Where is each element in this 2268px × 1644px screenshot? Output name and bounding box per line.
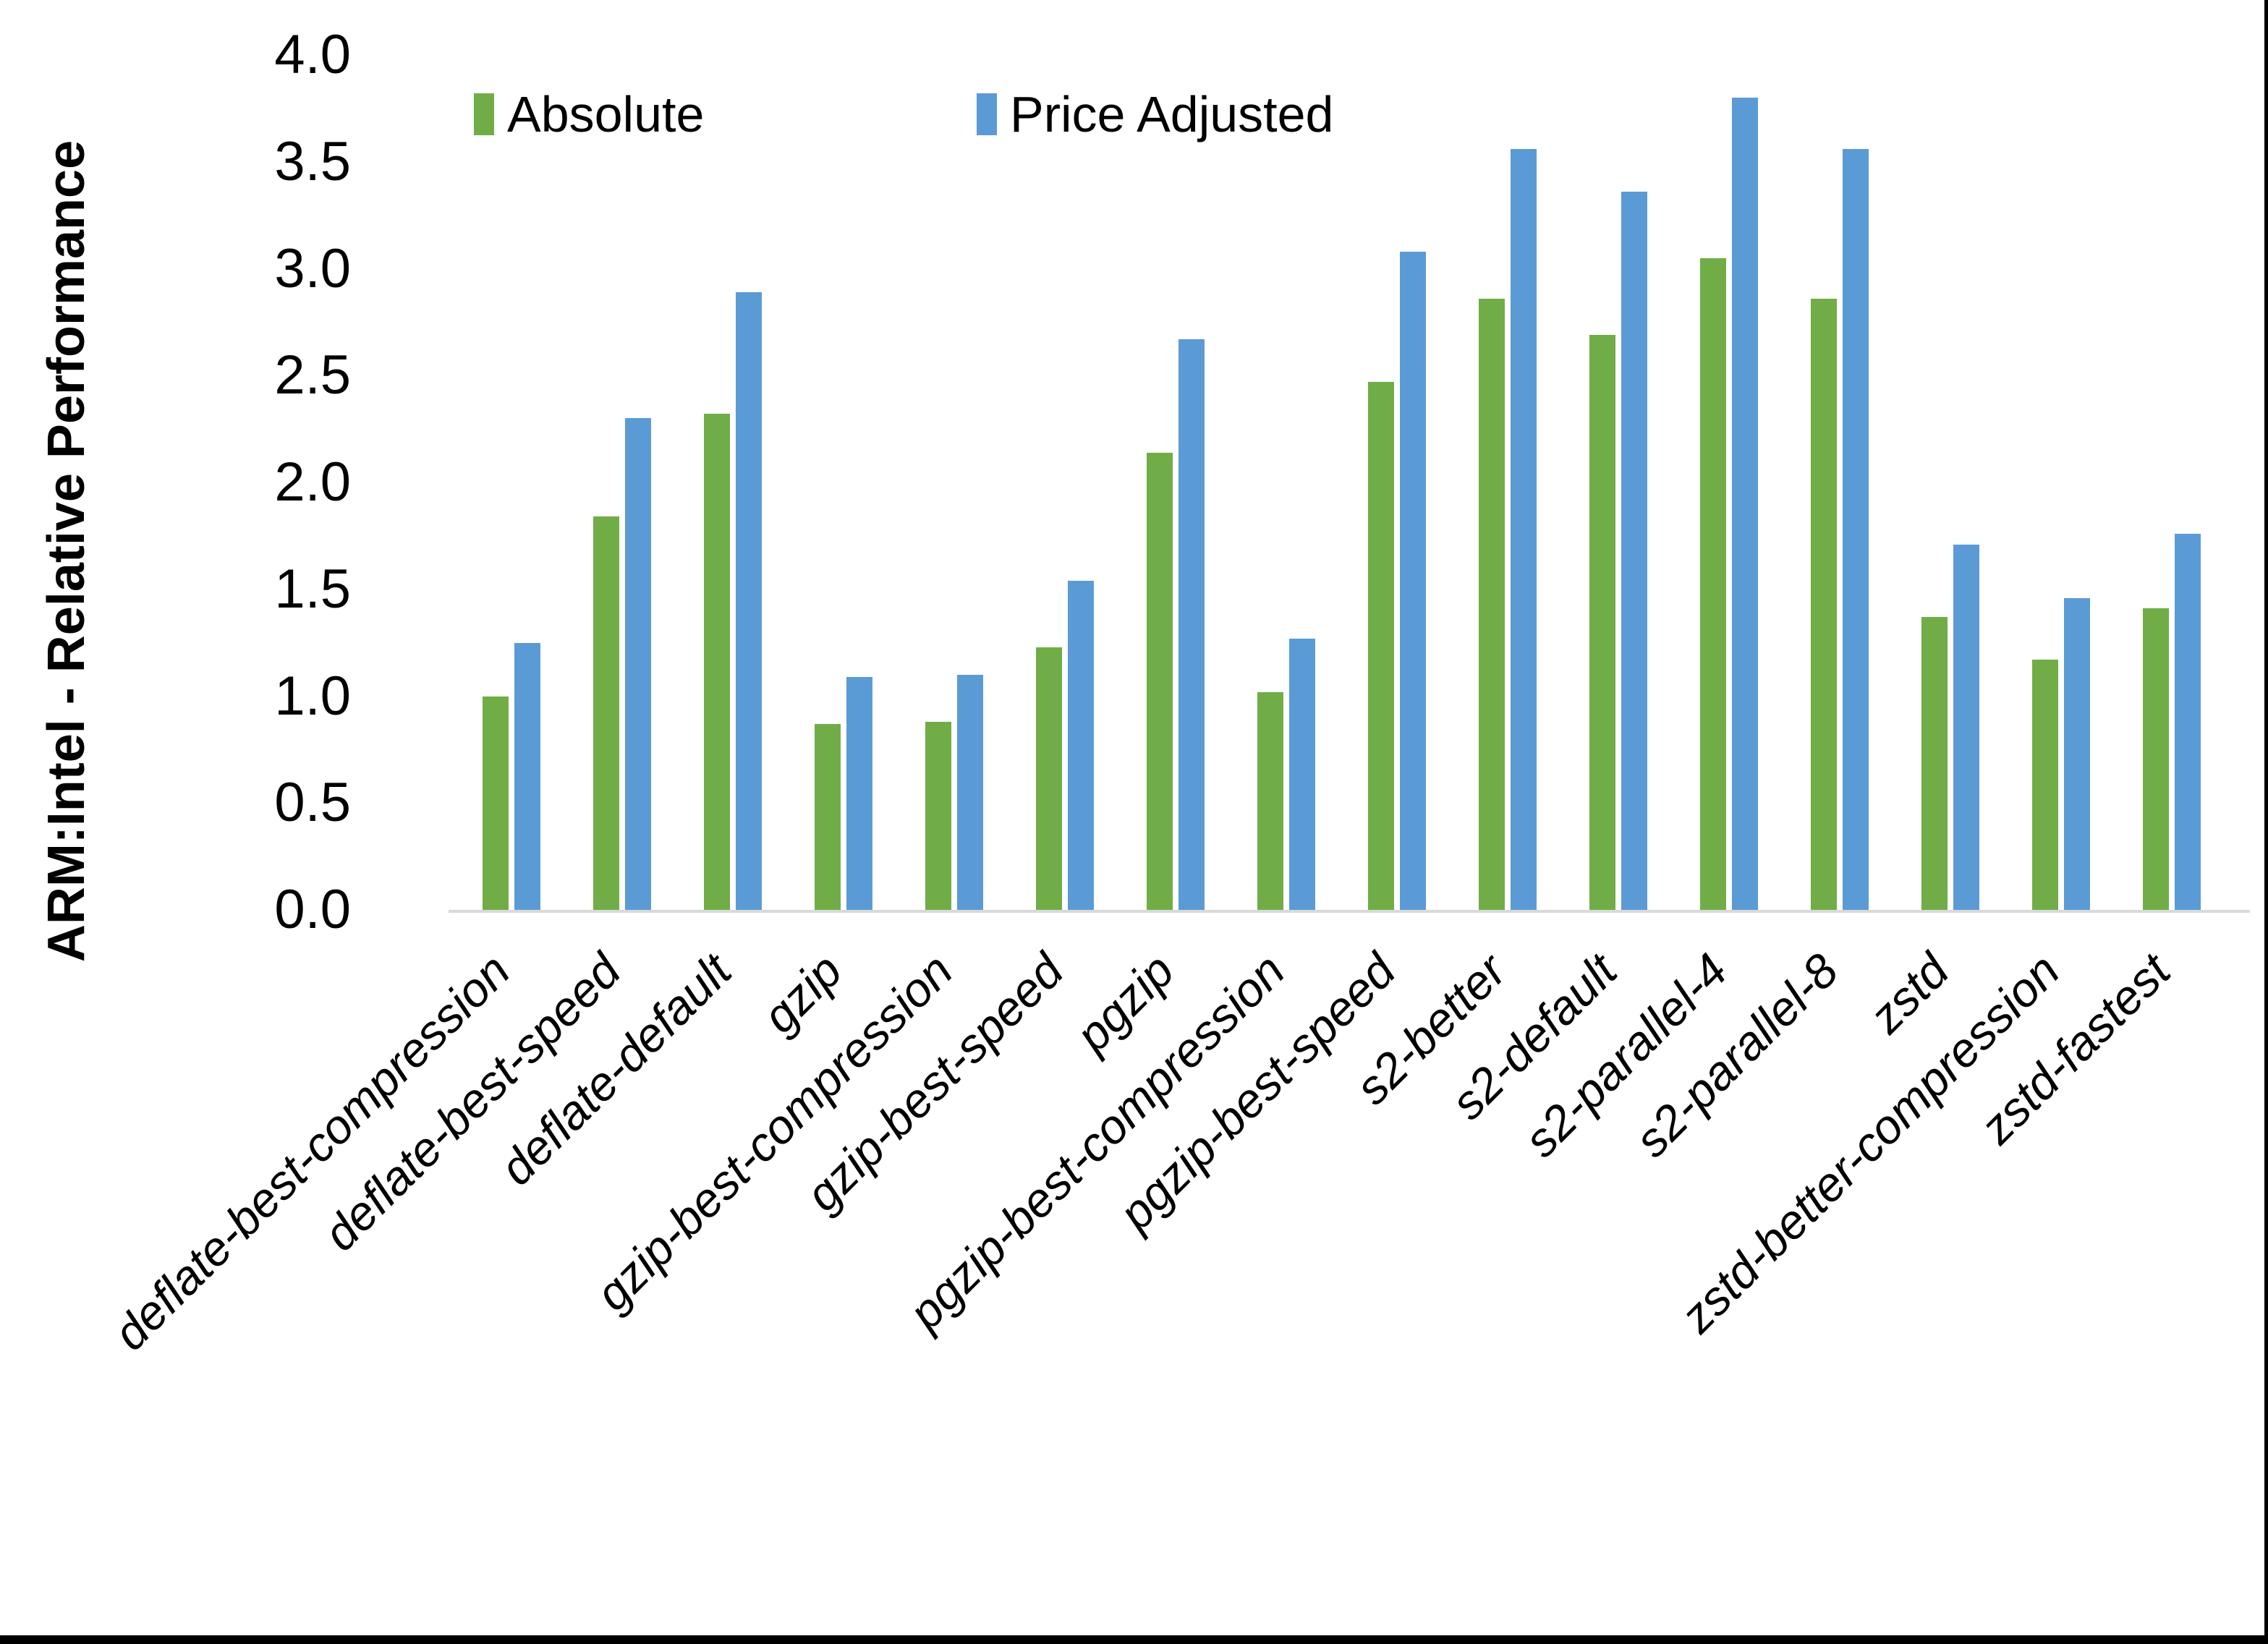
- bar-absolute: [1479, 298, 1505, 910]
- bar-price-adjusted: [1068, 580, 1094, 910]
- y-axis-tick-label: 0.5: [274, 772, 351, 834]
- bar-absolute: [1589, 335, 1615, 910]
- y-axis-tick-label: 2.0: [274, 451, 351, 513]
- bar-price-adjusted: [514, 642, 540, 910]
- bar-absolute: [593, 516, 619, 910]
- bar-price-adjusted: [2064, 597, 2090, 910]
- legend-label-price-adjusted: Price Adjusted: [1010, 86, 1334, 142]
- bar-absolute: [1811, 298, 1837, 910]
- y-axis-tick-label: 3.5: [274, 130, 351, 192]
- bar-price-adjusted: [846, 676, 872, 910]
- bar-price-adjusted: [2175, 533, 2201, 910]
- legend: Absolute Price Adjusted: [0, 86, 2264, 142]
- legend-swatch-price-adjusted: [977, 93, 997, 135]
- bar-absolute: [2143, 608, 2169, 910]
- y-axis-tick-label: 1.0: [274, 665, 351, 727]
- y-axis-tick-label: 0.0: [274, 879, 351, 940]
- bar-absolute: [1921, 617, 1948, 910]
- bar-absolute: [925, 721, 951, 910]
- bar-price-adjusted: [1621, 192, 1647, 910]
- y-axis-tick-label: 4.0: [274, 24, 351, 85]
- bar-absolute: [1368, 382, 1394, 910]
- bar-price-adjusted: [1400, 251, 1426, 910]
- bar-price-adjusted: [736, 292, 762, 910]
- bar-absolute: [483, 696, 509, 910]
- bar-price-adjusted: [1953, 544, 1979, 910]
- legend-item-price-adjusted: Price Adjusted: [977, 86, 1334, 142]
- bar-price-adjusted: [1843, 149, 1869, 910]
- y-axis-tick-label: 1.5: [274, 558, 351, 620]
- bar-absolute: [704, 414, 730, 910]
- y-axis-title: ARM:Intel - Relative Performance: [38, 140, 95, 963]
- legend-label-absolute: Absolute: [507, 86, 705, 142]
- legend-item-absolute: Absolute: [474, 86, 705, 142]
- y-axis-tick-label: 2.5: [274, 344, 351, 406]
- bar-absolute: [1257, 691, 1283, 910]
- bar-price-adjusted: [1289, 638, 1315, 910]
- bar-absolute: [1036, 647, 1062, 910]
- bar-absolute: [815, 723, 841, 910]
- bar-absolute: [2032, 660, 2058, 910]
- bar-price-adjusted: [1178, 339, 1205, 910]
- bar-price-adjusted: [1732, 98, 1758, 910]
- bar-price-adjusted: [625, 418, 651, 910]
- bar-price-adjusted: [957, 674, 983, 910]
- bar-price-adjusted: [1511, 149, 1537, 910]
- y-axis-tick-label: 3.0: [274, 237, 351, 299]
- bar-absolute: [1700, 257, 1726, 910]
- plot-area: [449, 55, 2250, 913]
- legend-swatch-absolute: [474, 93, 494, 135]
- bar-absolute: [1147, 452, 1173, 910]
